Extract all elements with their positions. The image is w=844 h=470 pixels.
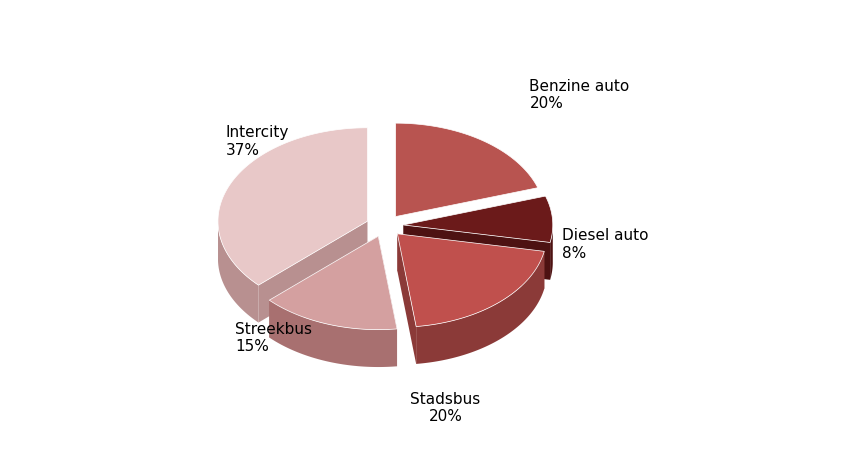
- Text: Intercity
37%: Intercity 37%: [225, 125, 289, 158]
- Polygon shape: [398, 234, 544, 327]
- Polygon shape: [269, 236, 378, 337]
- Text: Stadsbus
20%: Stadsbus 20%: [410, 392, 480, 424]
- Polygon shape: [403, 225, 550, 280]
- Polygon shape: [396, 123, 538, 217]
- Polygon shape: [416, 251, 544, 364]
- Polygon shape: [550, 226, 553, 280]
- Polygon shape: [398, 234, 544, 289]
- Polygon shape: [403, 196, 553, 243]
- Polygon shape: [258, 221, 367, 322]
- Polygon shape: [378, 236, 397, 366]
- Polygon shape: [269, 300, 397, 367]
- Text: Benzine auto
20%: Benzine auto 20%: [529, 78, 630, 111]
- Polygon shape: [218, 224, 258, 322]
- Polygon shape: [218, 128, 367, 285]
- Polygon shape: [269, 236, 397, 329]
- Text: Diesel auto
8%: Diesel auto 8%: [562, 228, 649, 260]
- Polygon shape: [398, 234, 416, 364]
- Text: Streekbus
15%: Streekbus 15%: [235, 321, 312, 354]
